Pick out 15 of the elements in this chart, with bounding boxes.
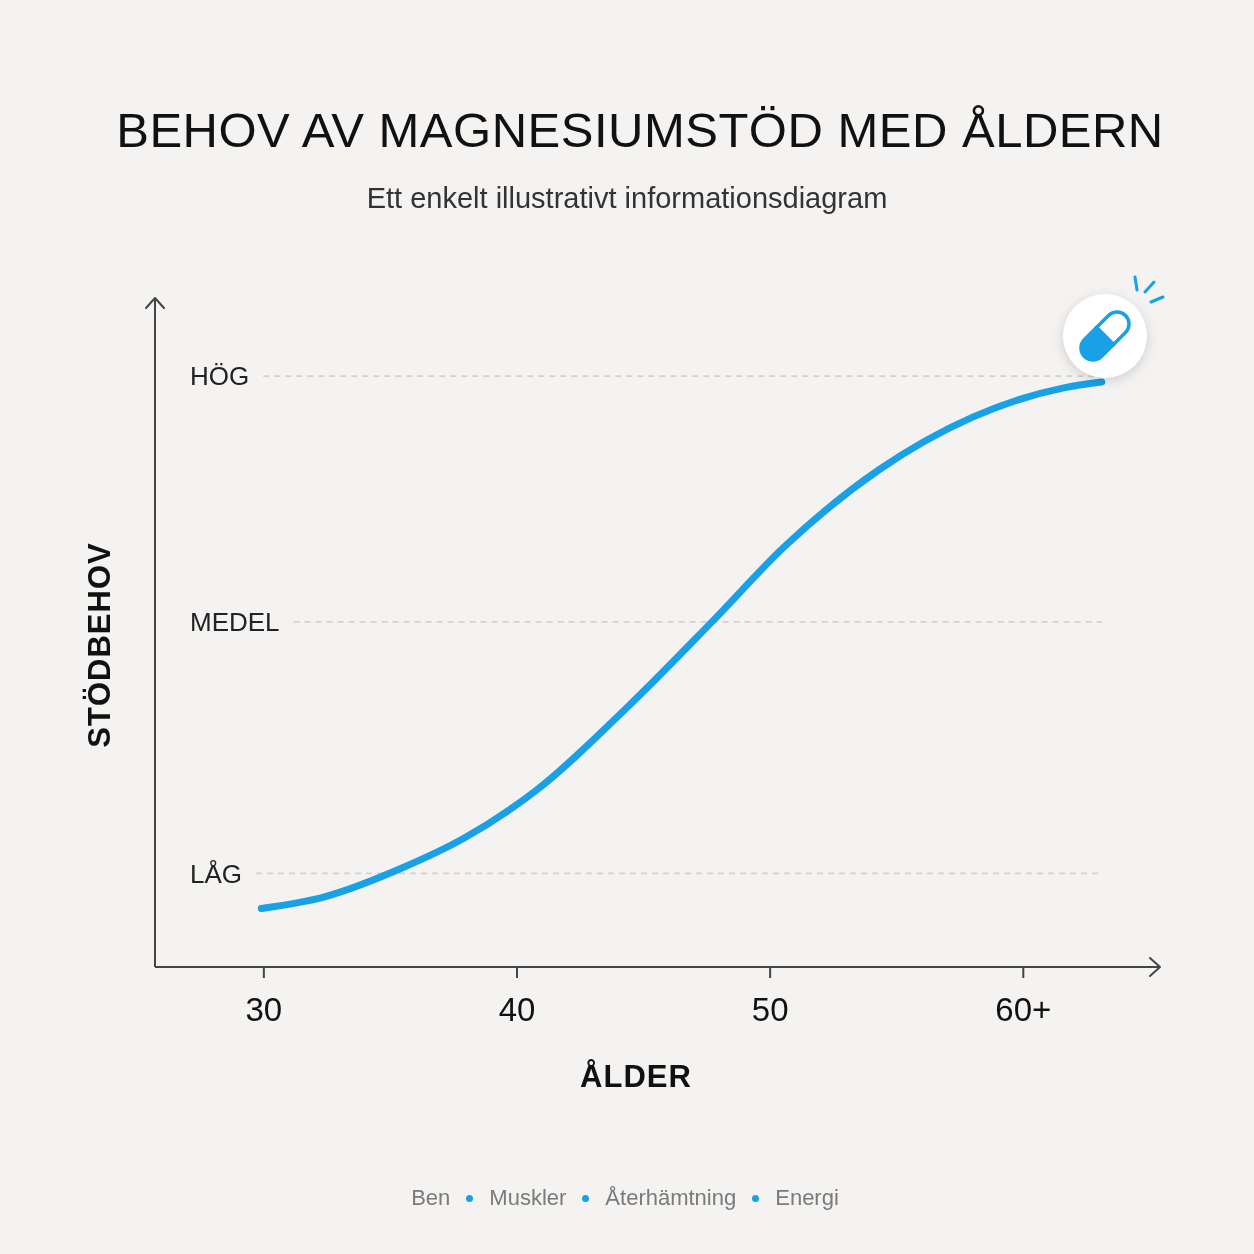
y-axis-title: STÖDBEHOV [81, 541, 118, 750]
text: Energi [775, 1184, 839, 1212]
ref-line-label: HÖG [190, 361, 250, 392]
x-axis-title: ÅLDER [579, 1058, 693, 1096]
text: Återhämtning [605, 1184, 737, 1212]
x-tick-label: 50 [751, 991, 789, 1029]
chart-subtitle: Ett enkelt illustrativt informationsdiagram [365, 181, 889, 216]
chart-title: BEHOV AV MAGNESIUMSTÖD MED ÅLDERN [115, 102, 1165, 159]
x-tick-label: 60+ [995, 991, 1052, 1029]
ref-line-label: MEDEL [190, 606, 280, 637]
text: Ben [411, 1184, 451, 1212]
x-tick-label: 40 [498, 991, 536, 1029]
text: Muskler [489, 1184, 567, 1212]
ref-line-label: LÅG [190, 858, 243, 889]
x-tick-label: 30 [245, 991, 283, 1029]
